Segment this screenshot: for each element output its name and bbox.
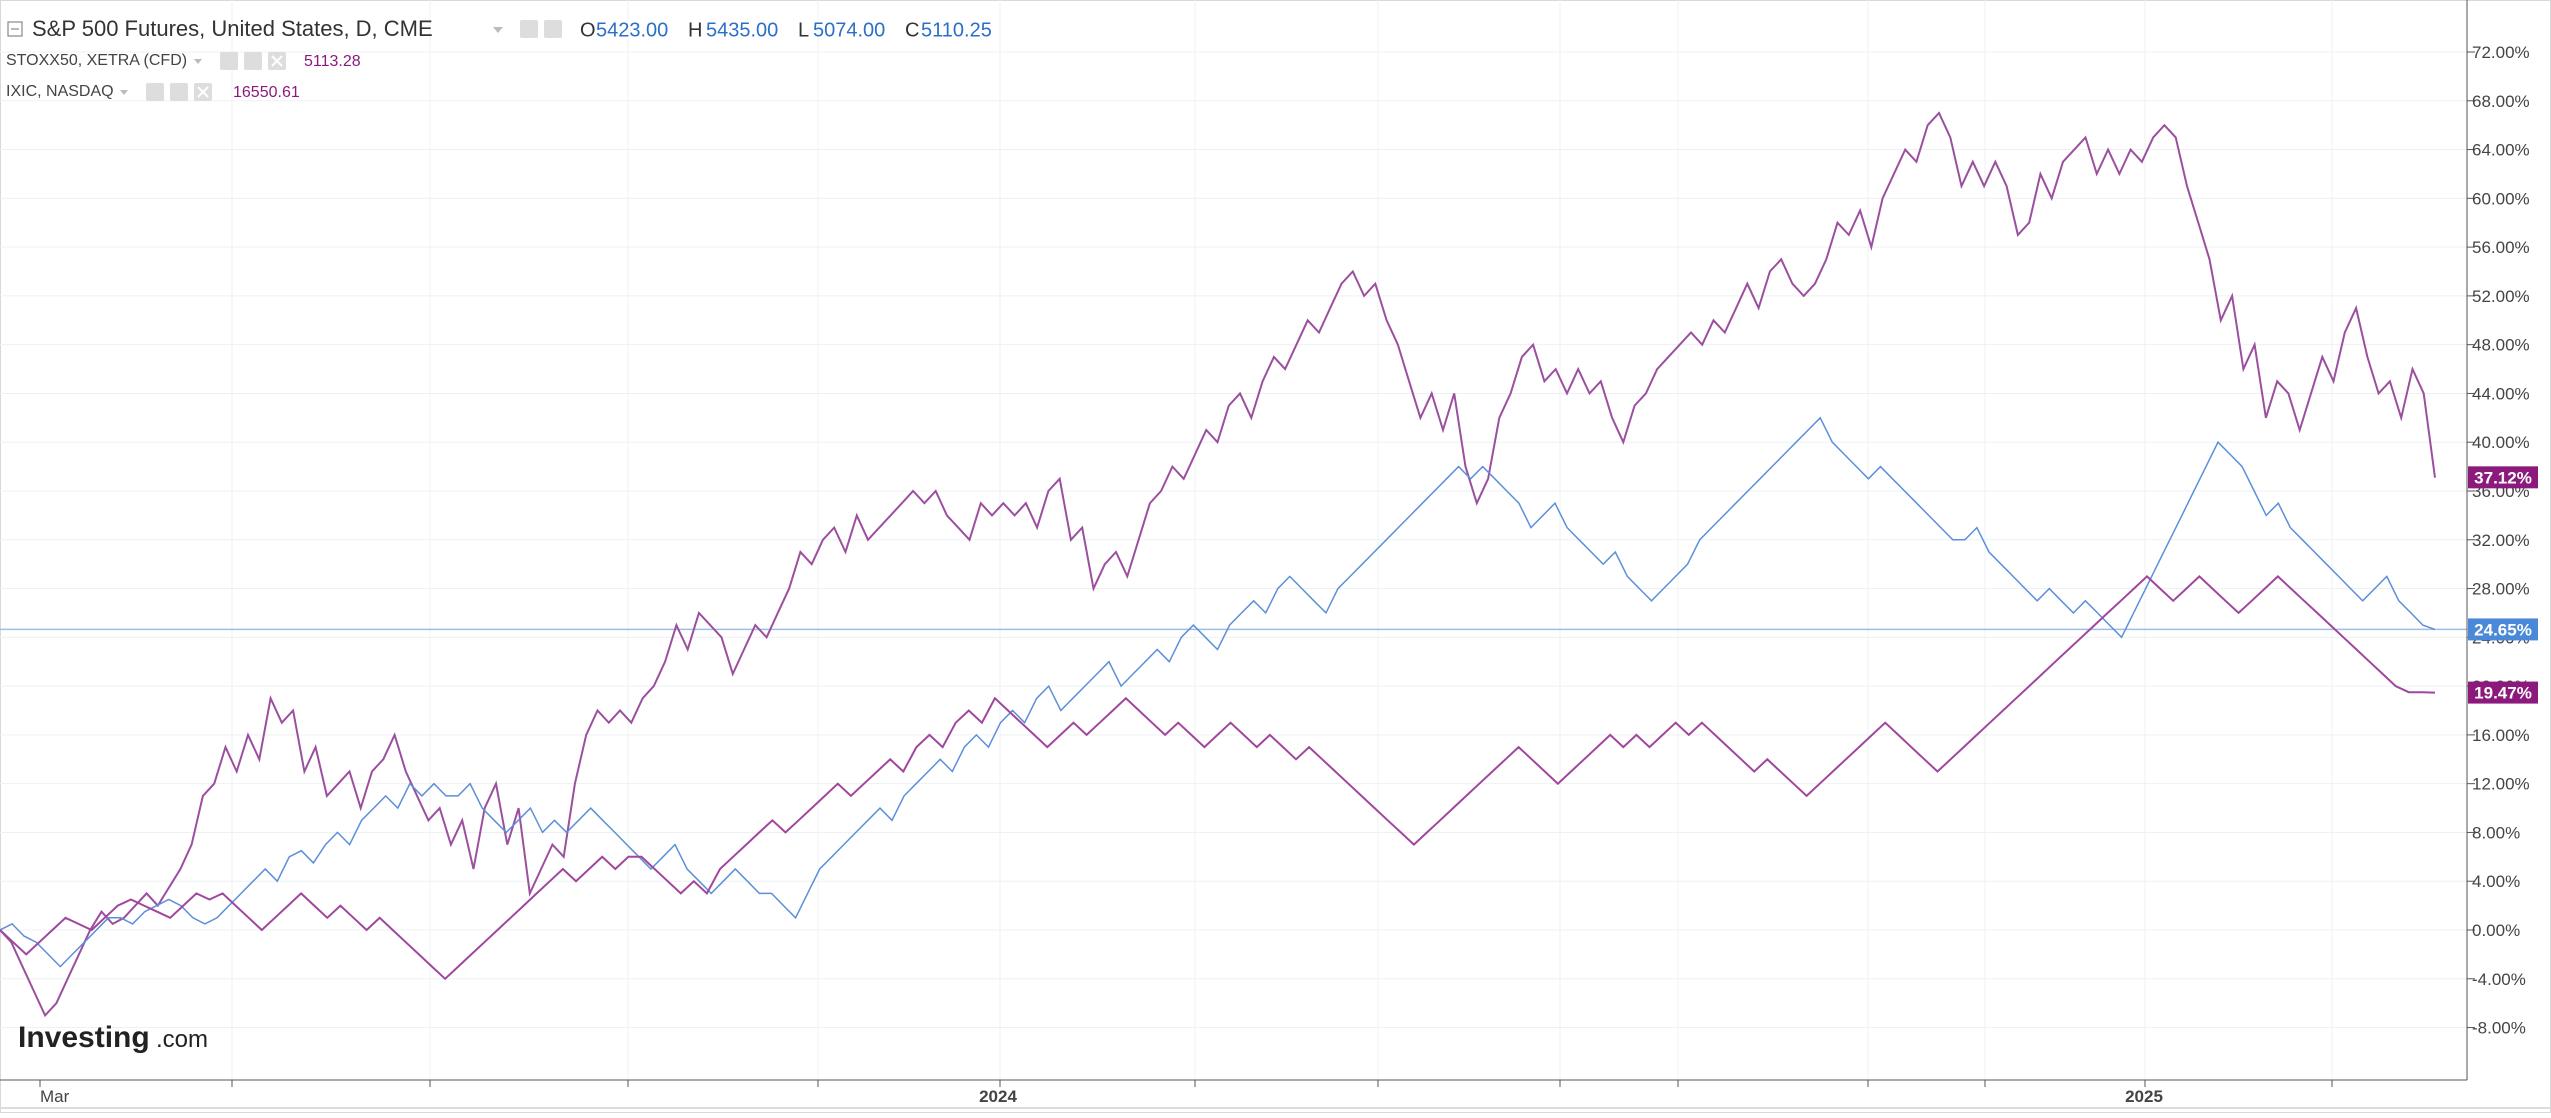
- last-label-sp500: 24.65%: [2474, 620, 2532, 639]
- y-tick-label: 48.00%: [2472, 336, 2530, 355]
- investing-watermark: Investing .com: [18, 1021, 208, 1054]
- legend-row-ixic-close-icon[interactable]: [194, 83, 212, 101]
- watermark-brand: Investing: [18, 1021, 150, 1054]
- legend-l-value: 5074.00: [813, 19, 885, 41]
- legend-c-label: C: [905, 19, 919, 41]
- legend-main-settings-icon[interactable]: [544, 20, 562, 38]
- series-line-ixic: [0, 575, 2436, 981]
- legend-main-title[interactable]: S&P 500 Futures, United States, D, CME: [32, 16, 433, 41]
- series-layer: [0, 111, 2436, 1018]
- legend-row-stoxx-dropdown-icon[interactable]: [194, 59, 202, 64]
- y-tick-label: 64.00%: [2472, 141, 2530, 160]
- legend-row-ixic: IXIC, NASDAQ 16550.61: [6, 83, 300, 101]
- collapse-icon[interactable]: [7, 21, 23, 37]
- legend-row-ixic-title[interactable]: IXIC, NASDAQ: [6, 83, 114, 100]
- legend-h-value: 5435.00: [706, 19, 778, 41]
- last-label-sp500-bg: [2468, 618, 2538, 641]
- x-tick-label: 2025: [2125, 1087, 2163, 1106]
- legend-row-stoxx-settings-icon[interactable]: [244, 52, 262, 70]
- legend-main-dropdown-icon[interactable]: [493, 27, 503, 33]
- y-tick-label: 32.00%: [2472, 531, 2530, 550]
- legend-row-stoxx-close-icon[interactable]: [268, 52, 286, 70]
- last-label-stoxx: 37.12%: [2474, 468, 2532, 487]
- y-tick-label: -4.00%: [2472, 970, 2526, 989]
- watermark-suffix: .com: [156, 1026, 208, 1053]
- y-tick-label: 44.00%: [2472, 384, 2530, 403]
- y-tick-label: 68.00%: [2472, 92, 2530, 111]
- legend-o-label: O: [580, 19, 596, 41]
- y-tick-label: 72.00%: [2472, 43, 2530, 62]
- y-tick-label: 0.00%: [2472, 921, 2520, 940]
- y-tick-label: 8.00%: [2472, 823, 2520, 842]
- legend-row-ixic-settings-icon[interactable]: [170, 83, 188, 101]
- y-tick-label: 28.00%: [2472, 580, 2530, 599]
- last-label-ixic-bg: [2468, 681, 2538, 704]
- y-tick-label: 16.00%: [2472, 726, 2530, 745]
- y-tick-label: 52.00%: [2472, 287, 2530, 306]
- legend-row-ixic-dropdown-icon[interactable]: [120, 90, 128, 95]
- y-tick-label: 12.00%: [2472, 775, 2530, 794]
- legend-main-row: S&P 500 Futures, United States, D, CME O…: [7, 16, 992, 41]
- last-label-ixic: 19.47%: [2474, 684, 2532, 703]
- legend-row-ixic-value: 16550.61: [233, 84, 300, 101]
- series-line-stoxx50: [0, 111, 2436, 1018]
- y-tick-label: 4.00%: [2472, 872, 2520, 891]
- legend-main-eye-icon[interactable]: [520, 20, 538, 38]
- legend-o-value: 5423.00: [596, 19, 668, 41]
- legend-row-stoxx-title[interactable]: STOXX50, XETRA (CFD): [6, 52, 187, 69]
- x-tick-label: Mar: [40, 1087, 70, 1106]
- x-tick-label: 2024: [979, 1087, 1017, 1106]
- legend-row-ixic-eye-icon[interactable]: [146, 83, 164, 101]
- series-line-sp500: [0, 416, 2436, 968]
- label-layer: 37.12% 24.65% 19.47%: [2468, 466, 2538, 704]
- legend-row-stoxx-value: 5113.28: [304, 53, 361, 70]
- last-label-stoxx-bg: [2468, 466, 2538, 489]
- legend-row-stoxx-eye-icon[interactable]: [220, 52, 238, 70]
- y-tick-label: 60.00%: [2472, 189, 2530, 208]
- y-tick-label: 40.00%: [2472, 433, 2530, 452]
- legend-h-label: H: [688, 19, 702, 41]
- y-tick-label: 56.00%: [2472, 238, 2530, 257]
- legend-l-label: L: [798, 19, 809, 41]
- legend-row-stoxx: STOXX50, XETRA (CFD) 5113.28: [6, 52, 361, 70]
- y-tick-label: -8.00%: [2472, 1019, 2526, 1038]
- legend-c-value: 5110.25: [921, 19, 992, 41]
